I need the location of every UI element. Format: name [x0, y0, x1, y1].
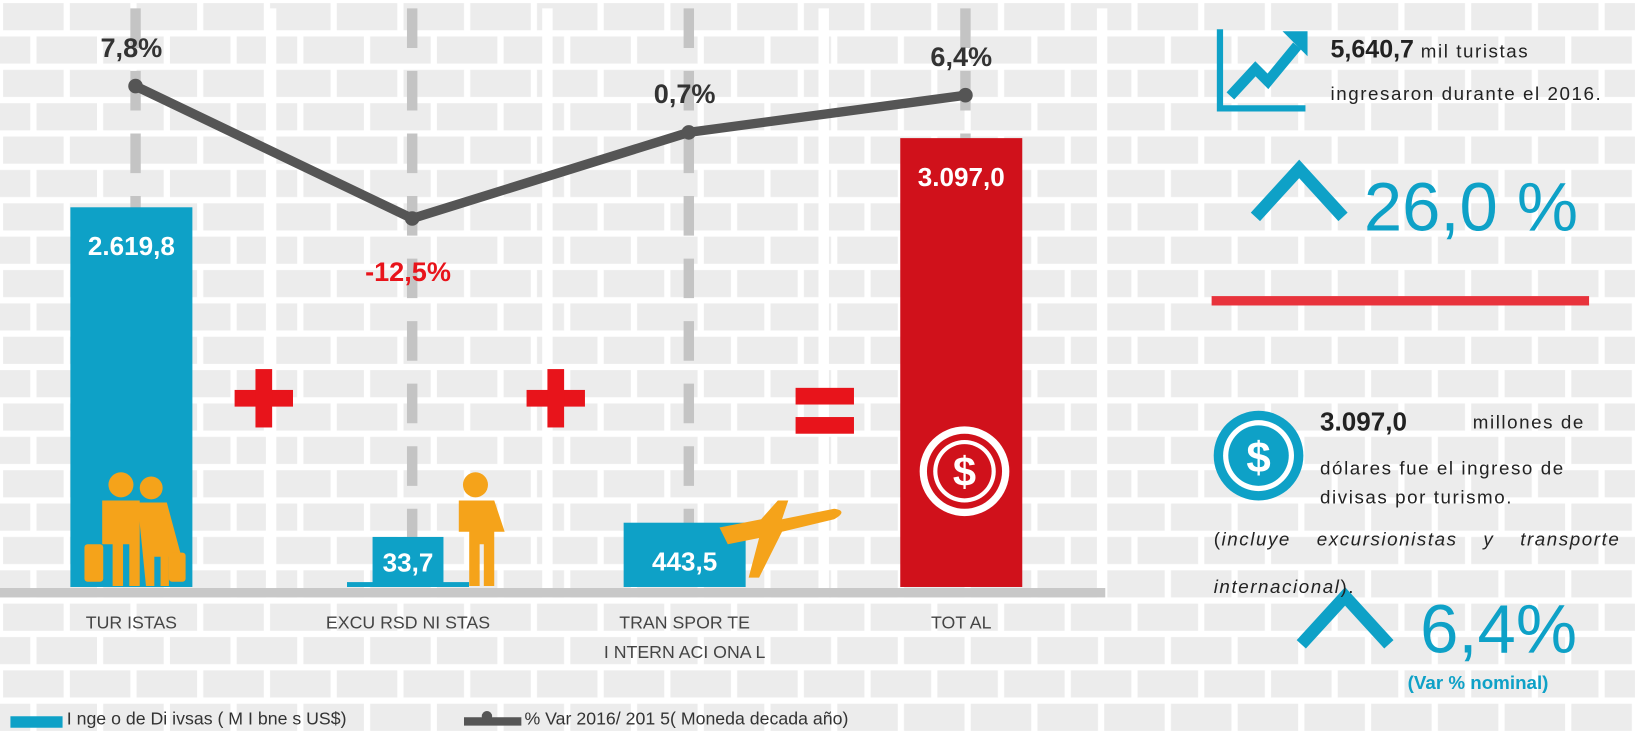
tourists-text: 5,640,7 mil turistas: [1330, 35, 1530, 64]
x-tick-label: TOT AL: [931, 613, 992, 633]
tourist-icons: [84, 472, 842, 586]
tourists-text: ingresaron durante el 2016.: [1330, 83, 1603, 105]
income-text: 3.097,0 millones de dólares fue el ingreso…: [1320, 407, 1585, 508]
legend-label: I nge o de Di ivsas ( M I bne s US$): [66, 708, 347, 729]
bar: [900, 138, 1023, 587]
line-point: [404, 211, 420, 226]
bar-label: 443,5: [652, 547, 717, 577]
income-change-note: (Var % nominal): [1407, 672, 1549, 694]
line-point: [958, 87, 973, 103]
line-point: [681, 125, 697, 140]
x-axis: [0, 588, 1106, 598]
separator: [818, 8, 829, 603]
line-label: 0,7%: [654, 78, 716, 109]
line-label: -12,5%: [365, 256, 451, 287]
bar-label: 33,7: [383, 547, 434, 577]
x-tick-label: EXCU RSD NI STAS: [325, 613, 491, 633]
svg-text:$: $: [1246, 433, 1270, 482]
income-change: 6,4%: [1420, 590, 1578, 668]
legend-label: % Var 2016/ 201 5( Moneda decada año): [524, 708, 849, 729]
x-tick-label: TUR ISTAS: [85, 613, 178, 633]
separator: [265, 8, 277, 603]
label-box: [372, 536, 444, 587]
line-label: 7,8%: [100, 32, 162, 63]
note: (incluye excursionistas y transporte int…: [1213, 528, 1621, 598]
legend-swatch: [10, 716, 63, 728]
x-tick-label: TRAN SPOR TE I NTERN ACI ONA L: [603, 613, 766, 663]
tourists-change: 26,0 %: [1363, 167, 1579, 246]
line-label: 6,4%: [930, 41, 992, 72]
operators: [234, 369, 854, 434]
separator: [1096, 8, 1108, 603]
line: [133, 81, 967, 224]
bar-label: 3.097,0: [918, 162, 1005, 192]
separator: [542, 8, 553, 603]
line-point: [128, 78, 143, 94]
dollar-icon: $: [919, 426, 1010, 517]
svg-text:$: $: [953, 448, 976, 495]
bar-label: 2.619,8: [88, 231, 175, 261]
side-icons: $: [10, 29, 1590, 728]
